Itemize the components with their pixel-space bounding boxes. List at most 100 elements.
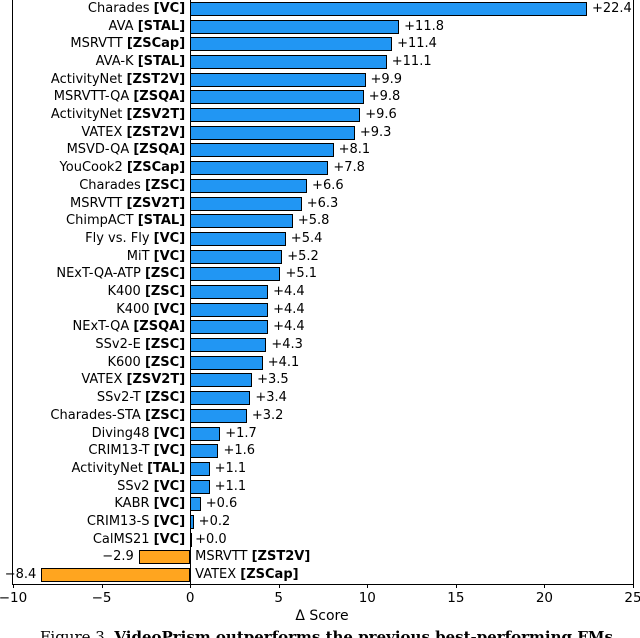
bar [190, 302, 269, 317]
benchmark-name: MSRVTT-QA [53, 89, 134, 105]
x-tick [101, 584, 103, 588]
benchmark-name: MSRVTT [70, 195, 127, 211]
bar-label: SSv2 [VC] [117, 479, 185, 495]
bar [190, 373, 253, 388]
task-tag: [ZSC] [144, 390, 186, 406]
bar-value: +3.4 [255, 390, 287, 406]
task-tag: [ZSQA] [133, 89, 186, 105]
bar-value: +3.5 [257, 372, 289, 388]
bar [190, 267, 281, 282]
bar-label: CalMS21 [VC] [93, 532, 185, 548]
benchmark-name: CRIM13-T [88, 443, 154, 459]
bar [190, 231, 286, 246]
benchmark-name: Charades [87, 0, 154, 16]
task-tag: [ZSCap] [240, 567, 299, 583]
bar-label: K400 [VC] [116, 302, 185, 318]
bar [190, 37, 393, 52]
benchmark-name: ActivityNet [50, 71, 127, 87]
benchmark-name: MSRVTT [70, 36, 127, 52]
bar-value: +4.4 [273, 319, 305, 335]
task-tag: [TAL] [147, 460, 186, 476]
x-tick-label: 20 [535, 590, 554, 606]
bar [190, 108, 361, 123]
bar-label: VATEX [ZSV2T] [81, 372, 185, 388]
bar [190, 285, 269, 299]
benchmark-name: Diving48 [91, 425, 154, 441]
bar-value: +9.3 [359, 124, 392, 140]
task-tag: [VC] [153, 248, 186, 264]
task-tag: [VC] [153, 531, 186, 547]
bar-label: KABR [VC] [114, 496, 185, 512]
bar-value: −8.4 [4, 567, 37, 583]
bar-label: K600 [ZSC] [107, 355, 185, 371]
task-tag: [ZSV2T] [126, 372, 186, 388]
bar [190, 125, 355, 140]
bar-value: +5.2 [287, 248, 319, 264]
bar-value: +4.4 [273, 301, 305, 317]
task-tag: [VC] [153, 0, 186, 16]
bar-value: +4.4 [273, 284, 305, 299]
bar-label: Charades [VC] [88, 1, 185, 17]
task-tag: [ZSC] [144, 407, 186, 423]
figure-caption: Figure 3. VideoPrism outperforms the pre… [40, 628, 634, 638]
task-tag: [STAL] [137, 18, 186, 34]
benchmark-name: MSVD-QA [66, 142, 134, 158]
bar-label: Diving48 [VC] [92, 426, 186, 442]
bar-value: +0.6 [205, 496, 238, 512]
x-tick-label: 15 [447, 590, 465, 606]
bar [190, 515, 194, 530]
x-tick-label: 0 [185, 590, 195, 606]
task-tag: [ZSC] [144, 284, 186, 299]
bar-label: MSRVTT [ZSCap] [70, 36, 185, 52]
bar-label: VATEX [ZSCap] [195, 567, 298, 583]
task-tag: [ZSC] [144, 337, 186, 353]
task-tag: [ZSQA] [133, 142, 186, 158]
benchmark-name: CalMS21 [92, 531, 154, 547]
bar [190, 72, 366, 87]
benchmark-name: KABR [114, 496, 154, 512]
bar-value: +11.4 [397, 36, 437, 52]
benchmark-name: Charades-STA [50, 407, 145, 423]
task-tag: [VC] [153, 301, 186, 317]
bar [190, 497, 201, 512]
bar-value: +1.7 [225, 425, 257, 441]
task-tag: [VC] [153, 496, 186, 512]
bar-value: +9.6 [365, 107, 397, 123]
bar [190, 479, 210, 494]
x-tick-label: −5 [91, 590, 112, 606]
bar-value: +9.8 [368, 89, 401, 105]
bar-value: +5.8 [297, 213, 330, 229]
caption-figure-number: Figure 3. [40, 628, 110, 638]
bar [190, 320, 269, 335]
bar-label: K400 [ZSC] [107, 284, 185, 300]
caption-text: VideoPrism outperforms the previous best… [114, 628, 613, 638]
bar-label: SSv2-E [ZSC] [95, 337, 185, 353]
task-tag: [ZST2V] [126, 124, 186, 140]
benchmark-name: NExT-QA [72, 319, 134, 335]
bar-label: NExT-QA-ATP [ZSC] [56, 266, 185, 282]
bar [190, 214, 293, 229]
bar [190, 461, 210, 476]
task-tag: [ZSC] [144, 266, 186, 282]
bar-value: +9.9 [370, 71, 403, 87]
bar-value: +7.8 [333, 160, 365, 176]
benchmark-name: VATEX [81, 124, 127, 140]
benchmark-name: SSv2-T [96, 390, 145, 406]
benchmark-name: ActivityNet [71, 460, 148, 476]
x-tick [455, 584, 457, 588]
bar [190, 54, 387, 69]
bar-label: ActivityNet [TAL] [71, 461, 185, 477]
task-tag: [ZSV2T] [126, 107, 186, 123]
bar-label: MiT [VC] [127, 249, 185, 265]
bar-label: NExT-QA [ZSQA] [73, 319, 186, 335]
bar [190, 249, 283, 264]
benchmark-name: VATEX [195, 567, 241, 583]
bar [190, 408, 247, 423]
task-tag: [STAL] [137, 53, 186, 69]
task-tag: [VC] [153, 443, 186, 459]
benchmark-name: K400 [116, 301, 154, 317]
bar-label: ActivityNet [ZST2V] [51, 72, 185, 88]
x-tick-label: 25 [624, 590, 640, 606]
x-tick-label: 10 [358, 590, 376, 606]
bar [41, 568, 191, 583]
